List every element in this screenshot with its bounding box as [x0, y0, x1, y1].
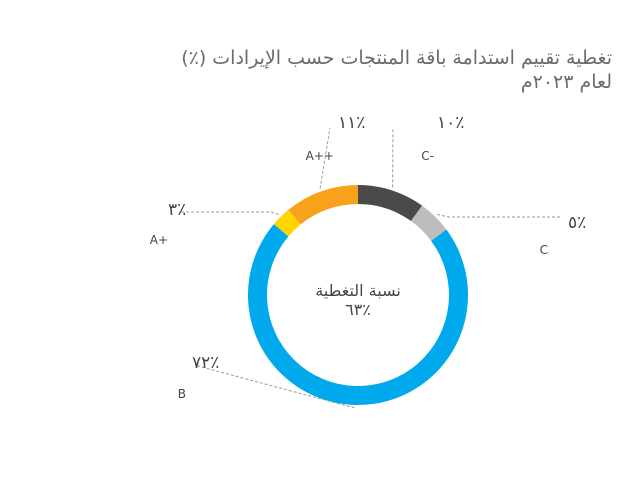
slice-percent-label: ٪٧٢	[192, 353, 219, 373]
chart-title-block: تغطية تقييم استدامة باقة المنتجات حسب ال…	[181, 46, 612, 94]
slice-grade-label: B	[178, 387, 186, 401]
donut-slice-aplusplus	[288, 185, 358, 225]
leader-line	[197, 365, 355, 409]
slice-percent-label: ٪١١	[338, 113, 365, 133]
donut-slice-cminus	[358, 185, 423, 222]
donut-slice-c	[411, 205, 447, 241]
slice-percent-label: ٪٥	[568, 213, 586, 233]
leader-line	[437, 213, 560, 218]
chart-title: تغطية تقييم استدامة باقة المنتجات حسب ال…	[181, 47, 612, 69]
slice-grade-label: C	[540, 243, 548, 257]
chart-subtitle: لعام ٢٠٢٣م	[520, 71, 612, 93]
slice-grade-label: C-	[421, 149, 434, 163]
center-value: ٪٦٣	[345, 300, 371, 319]
leader-line	[180, 211, 279, 215]
donut-slice-aplus	[273, 209, 301, 237]
donut-slice-b	[247, 224, 468, 406]
slice-percent-label: ٪١٠	[437, 113, 464, 133]
center-label: نسبة التغطية	[315, 281, 401, 300]
leader-line	[319, 127, 331, 189]
slice-grade-label: A+	[150, 233, 168, 247]
slice-grade-label: A++	[306, 149, 334, 163]
slice-percent-label: ٪٣	[168, 200, 186, 220]
